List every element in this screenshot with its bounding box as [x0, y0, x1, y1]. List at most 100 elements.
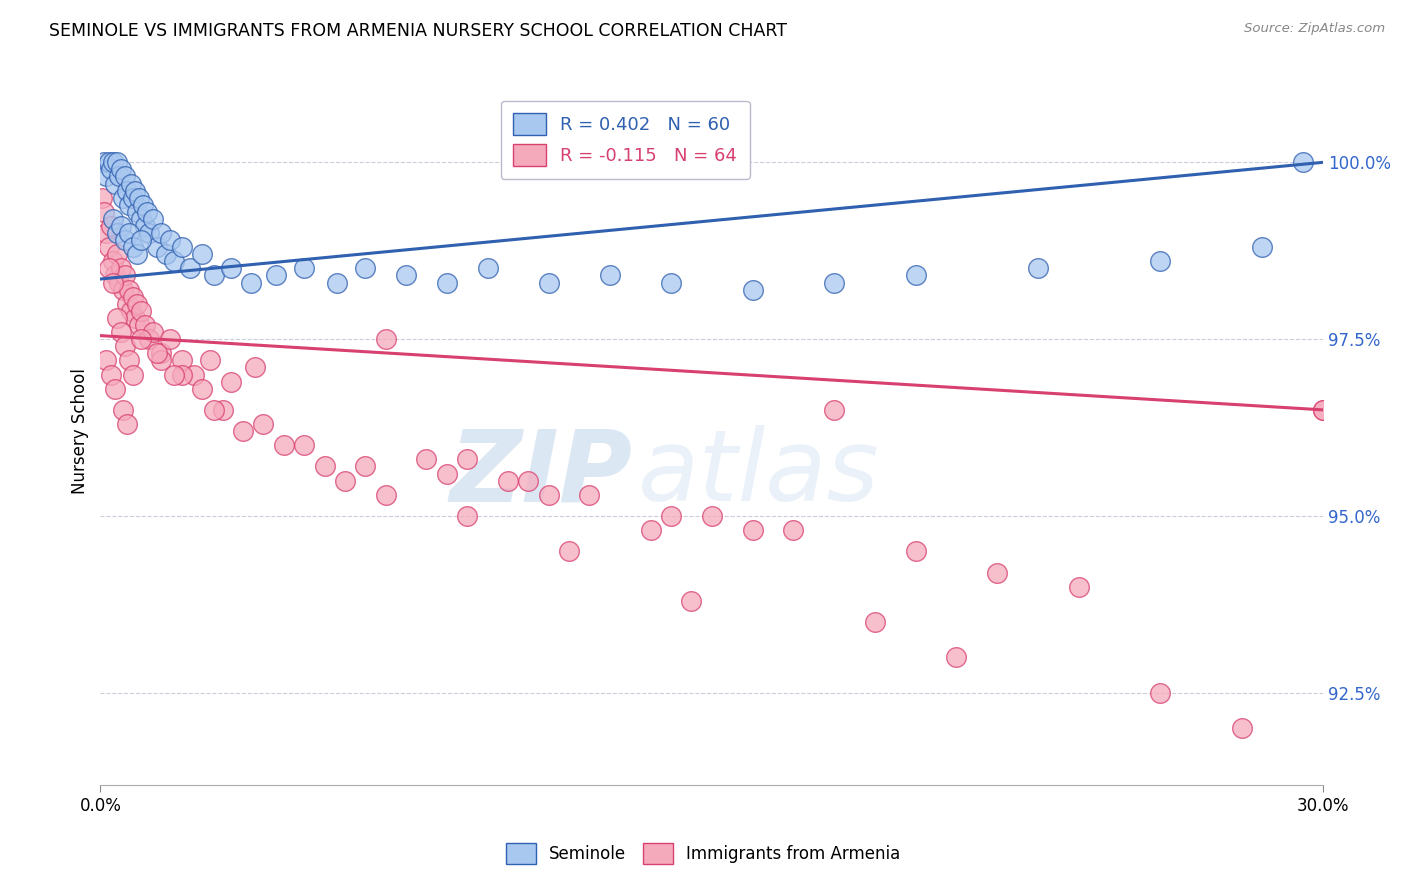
Point — [415, 452, 437, 467]
Point — [150, 226, 173, 240]
Point — [1149, 254, 1171, 268]
Point — [110, 219, 132, 233]
Point — [115, 184, 138, 198]
Point — [114, 339, 136, 353]
Point — [659, 276, 682, 290]
Point — [170, 353, 193, 368]
Point — [134, 219, 156, 233]
Point — [292, 438, 315, 452]
Point — [517, 474, 540, 488]
Point — [105, 226, 128, 240]
Point — [118, 353, 141, 368]
Point — [138, 332, 160, 346]
Point — [1292, 155, 1315, 169]
Point — [191, 382, 214, 396]
Point — [741, 283, 763, 297]
Point — [122, 191, 145, 205]
Point — [354, 459, 377, 474]
Text: Source: ZipAtlas.com: Source: ZipAtlas.com — [1244, 22, 1385, 36]
Point — [100, 368, 122, 382]
Point — [681, 594, 703, 608]
Point — [183, 368, 205, 382]
Point — [1312, 403, 1334, 417]
Point — [104, 268, 127, 283]
Point — [163, 368, 186, 382]
Point — [114, 233, 136, 247]
Point — [904, 544, 927, 558]
Point — [115, 417, 138, 431]
Point — [264, 268, 287, 283]
Point — [125, 204, 148, 219]
Point — [537, 276, 560, 290]
Point — [118, 226, 141, 240]
Point — [599, 268, 621, 283]
Point — [823, 276, 845, 290]
Point — [456, 508, 478, 523]
Point — [659, 508, 682, 523]
Point — [232, 424, 254, 438]
Point — [640, 523, 662, 537]
Point — [170, 240, 193, 254]
Point — [122, 368, 145, 382]
Point — [124, 184, 146, 198]
Text: ZIP: ZIP — [450, 425, 633, 522]
Point — [142, 325, 165, 339]
Point — [114, 268, 136, 283]
Point — [111, 403, 134, 417]
Point — [219, 375, 242, 389]
Point — [120, 303, 142, 318]
Point — [863, 615, 886, 629]
Point — [111, 191, 134, 205]
Point — [179, 261, 201, 276]
Point — [128, 318, 150, 332]
Point — [741, 523, 763, 537]
Point — [1026, 261, 1049, 276]
Point — [96, 226, 118, 240]
Point — [273, 438, 295, 452]
Point — [104, 177, 127, 191]
Point — [537, 488, 560, 502]
Point — [125, 247, 148, 261]
Point — [101, 155, 124, 169]
Point — [436, 276, 458, 290]
Point — [578, 488, 600, 502]
Point — [107, 276, 129, 290]
Point — [128, 191, 150, 205]
Point — [105, 247, 128, 261]
Point — [204, 268, 226, 283]
Point — [245, 360, 267, 375]
Point — [129, 332, 152, 346]
Point — [96, 353, 118, 368]
Legend: R = 0.402   N = 60, R = -0.115   N = 64: R = 0.402 N = 60, R = -0.115 N = 64 — [501, 101, 749, 179]
Point — [97, 240, 120, 254]
Point — [436, 467, 458, 481]
Point — [558, 544, 581, 558]
Point — [97, 155, 120, 169]
Point — [333, 474, 356, 488]
Point — [374, 332, 396, 346]
Point — [1251, 240, 1274, 254]
Point — [456, 452, 478, 467]
Point — [125, 297, 148, 311]
Point — [124, 310, 146, 325]
Point — [105, 310, 128, 325]
Point — [326, 276, 349, 290]
Point — [374, 488, 396, 502]
Point — [477, 261, 499, 276]
Point — [904, 268, 927, 283]
Point — [122, 290, 145, 304]
Y-axis label: Nursery School: Nursery School — [72, 368, 89, 494]
Point — [129, 211, 152, 226]
Point — [118, 198, 141, 212]
Point — [100, 219, 122, 233]
Point — [132, 198, 155, 212]
Point — [155, 247, 177, 261]
Point — [986, 566, 1008, 580]
Point — [115, 297, 138, 311]
Point — [219, 261, 242, 276]
Point — [146, 346, 169, 360]
Point — [1149, 686, 1171, 700]
Point — [110, 261, 132, 276]
Point — [91, 191, 114, 205]
Point — [122, 240, 145, 254]
